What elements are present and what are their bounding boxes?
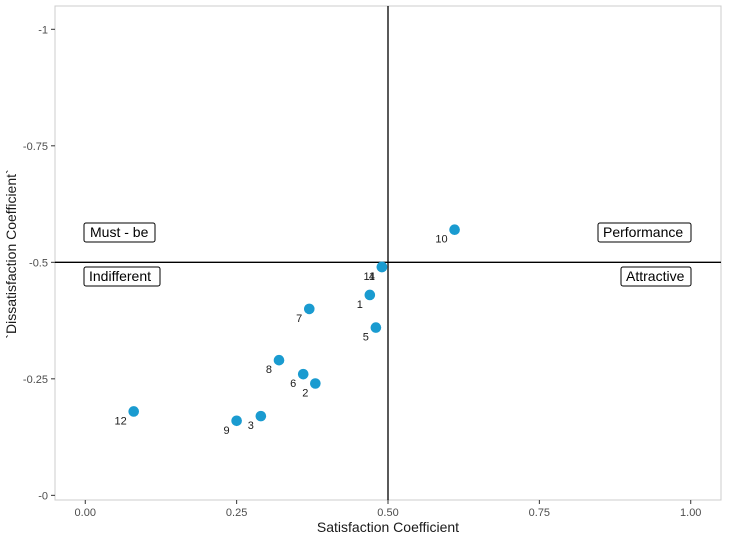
data-point-label: 12 — [114, 415, 126, 427]
data-point-label: 4 — [369, 271, 375, 283]
data-point — [128, 406, 140, 417]
quadrant-label-box — [597, 222, 692, 243]
data-point — [376, 261, 388, 273]
quadrant-label-indifferent: Indifferent — [83, 266, 161, 287]
data-point — [310, 378, 321, 389]
quadrant-label-box — [83, 266, 161, 287]
quadrant-label-performance: Performance — [597, 222, 692, 243]
data-point-label: 9 — [224, 425, 230, 437]
y-tick-label: -0.5 — [29, 257, 48, 269]
y-axis-title: `Dissatisfaction Coefficient` — [3, 169, 19, 338]
quadrant-label-text: Attractive — [626, 268, 685, 284]
data-point-label: 10 — [435, 234, 447, 246]
data-point — [273, 354, 285, 366]
x-axis-ticks: 0.00 0.25 0.50 0.75 1.00 — [75, 500, 701, 519]
data-point — [231, 415, 242, 427]
data-point — [370, 322, 382, 333]
data-point — [449, 224, 460, 235]
quadrant-label-box — [620, 266, 692, 287]
data-point — [297, 368, 309, 380]
quadrant-label-attractive: Attractive — [620, 266, 692, 287]
data-point — [303, 303, 315, 315]
data-point-label: 6 — [290, 378, 296, 390]
x-tick-label: 0.25 — [226, 507, 247, 519]
data-point-label: 11 — [364, 271, 375, 283]
quadrant-label-text: Must - be — [90, 224, 149, 240]
x-tick-label: 0.75 — [529, 507, 550, 519]
x-axis-title: Satisfaction Coefficient — [317, 519, 459, 535]
x-tick-label: 0.50 — [377, 507, 398, 519]
data-point — [255, 410, 267, 422]
y-axis-ticks: -1 -0.75 -0.5 -0.25 -0 — [23, 24, 55, 502]
quadrant-label-must-be: Must - be — [83, 222, 156, 243]
data-point-label: 2 — [302, 387, 308, 399]
data-points — [128, 224, 460, 427]
data-point-label: 7 — [296, 313, 302, 325]
quadrant-label-text: Performance — [603, 224, 683, 240]
quadrant-label-box — [83, 222, 156, 243]
data-point-label: 3 — [248, 420, 254, 432]
y-tick-label: -0.25 — [23, 374, 48, 386]
data-point — [364, 289, 376, 301]
data-point-label: 8 — [266, 364, 272, 376]
x-tick-label: 0.00 — [75, 507, 96, 519]
x-tick-label: 1.00 — [680, 507, 701, 519]
data-point-label: 5 — [363, 332, 369, 344]
data-point-label: 1 — [357, 299, 363, 311]
y-tick-label: -0 — [38, 490, 48, 502]
y-tick-label: -1 — [38, 24, 48, 36]
quadrant-label-text: Indifferent — [89, 268, 151, 284]
y-tick-label: -0.75 — [23, 141, 48, 153]
